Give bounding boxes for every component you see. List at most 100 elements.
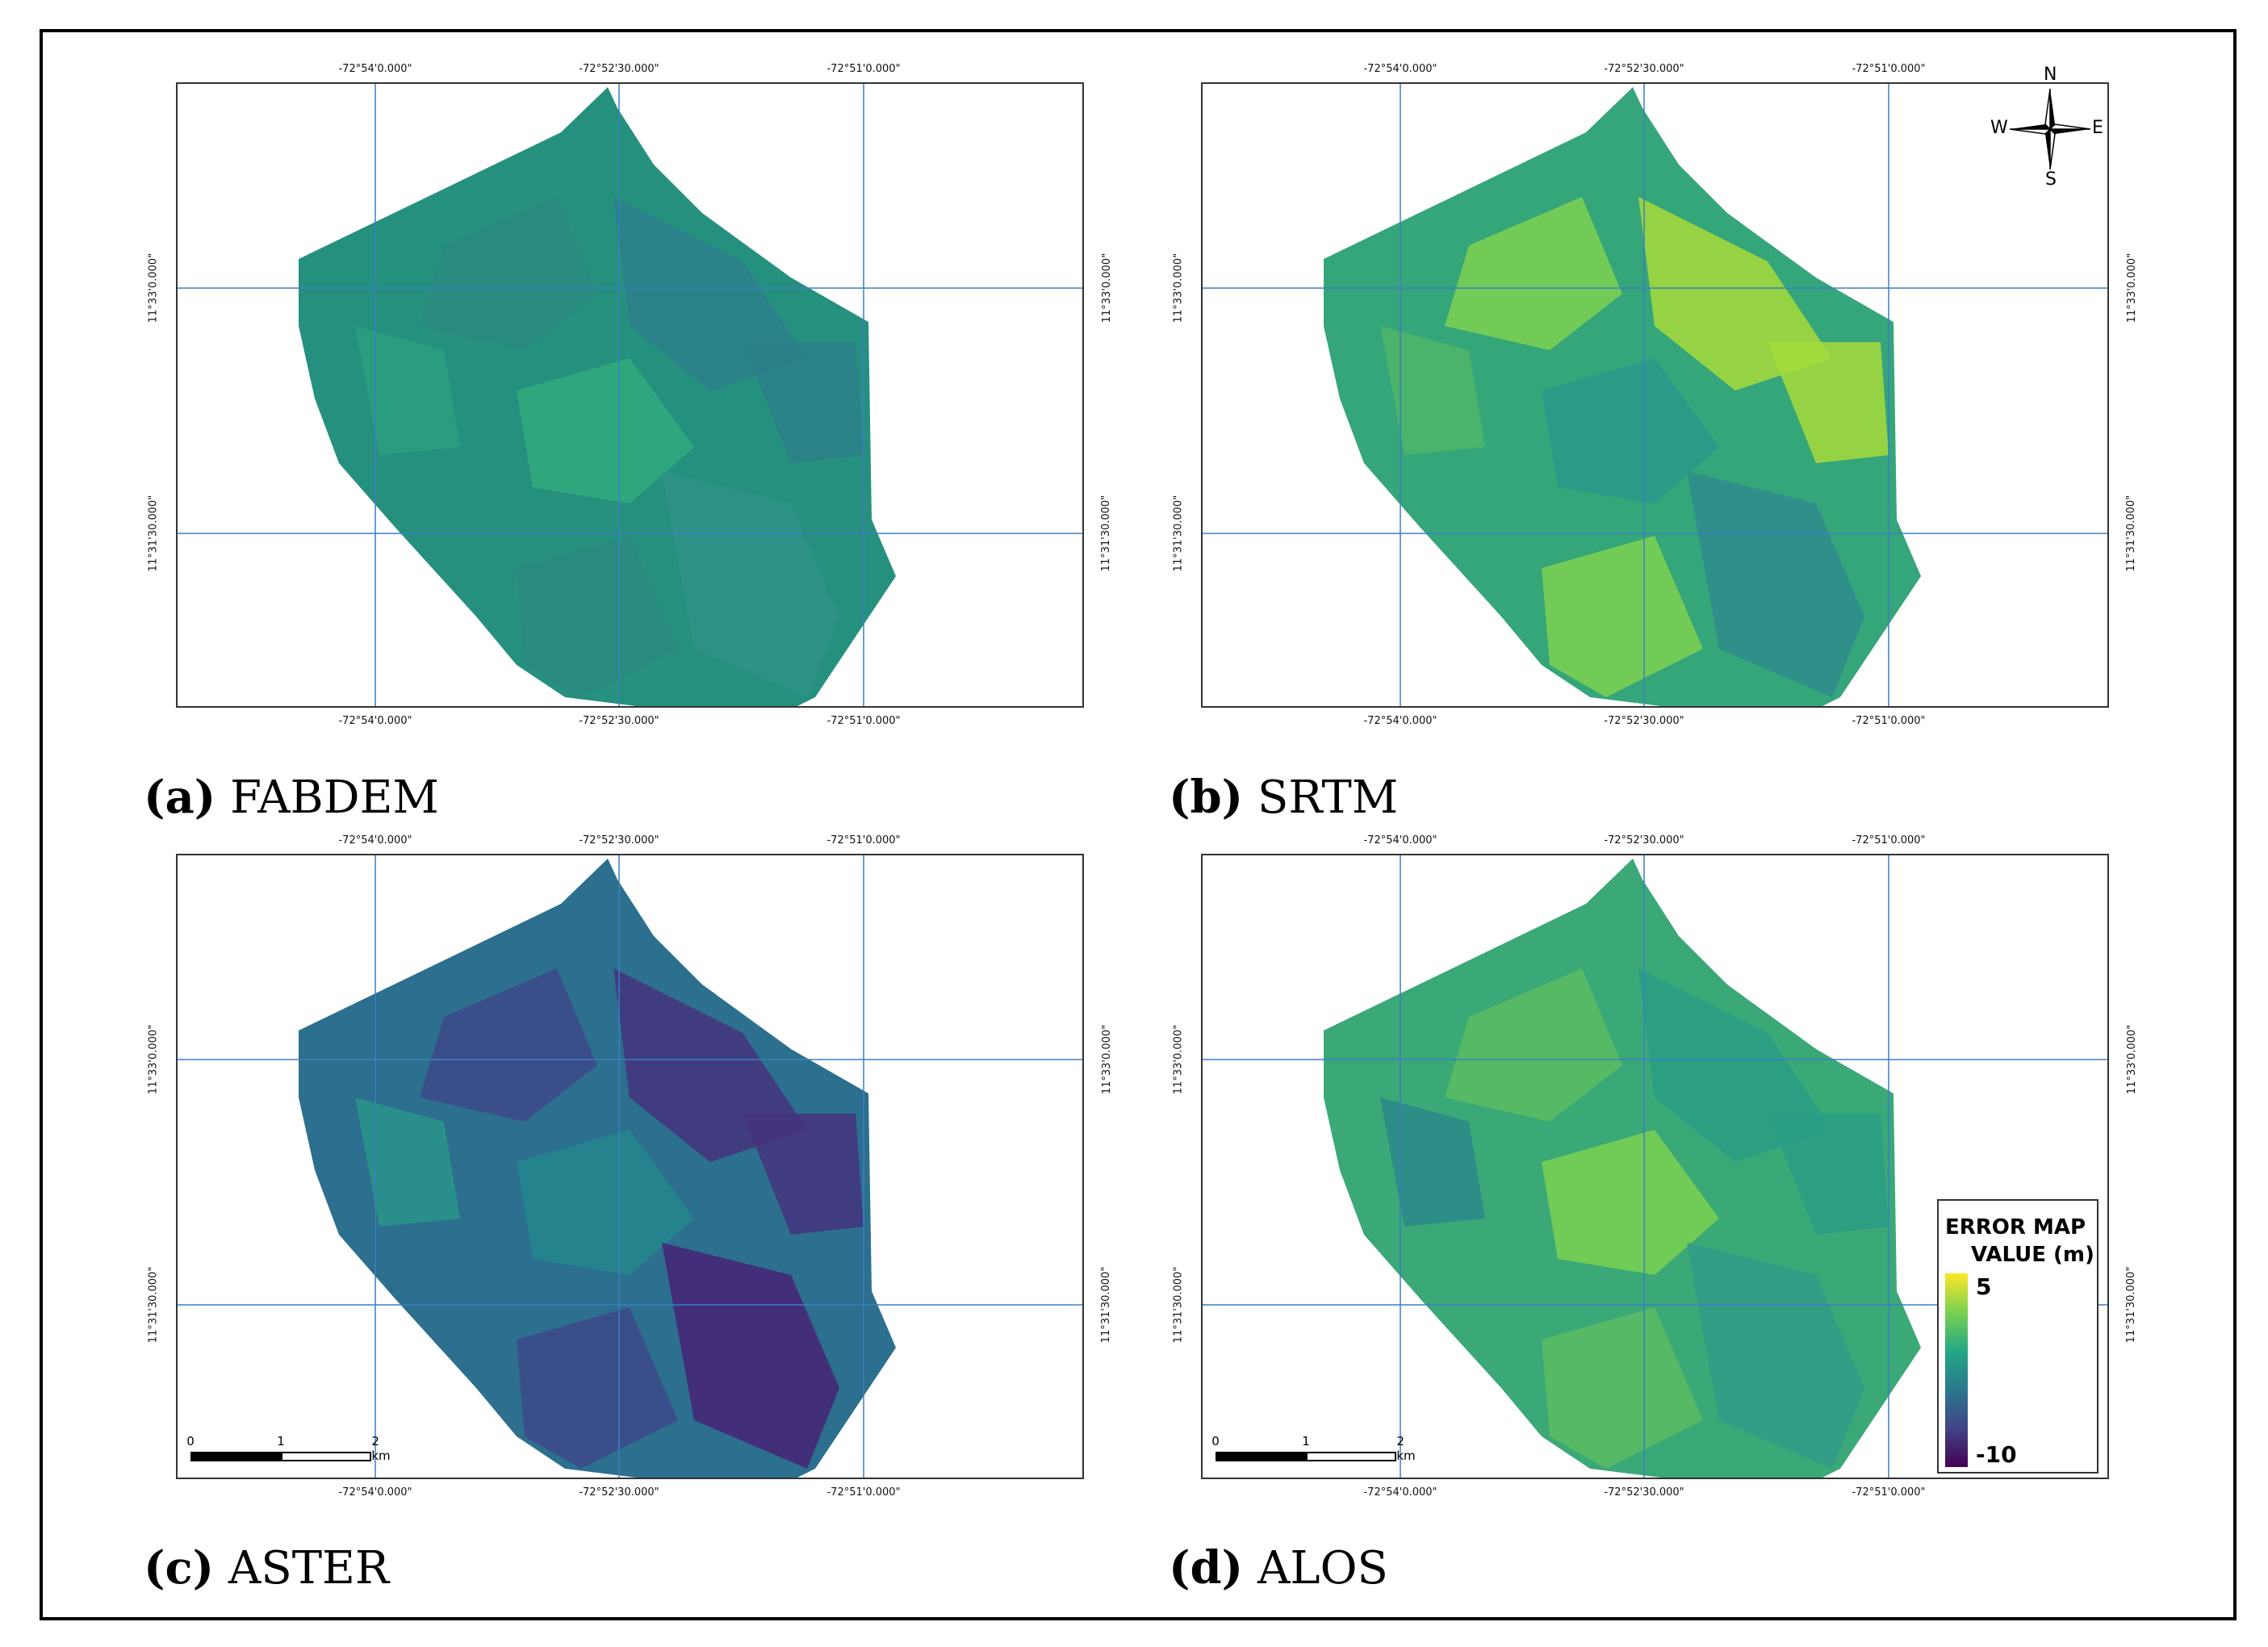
figure-frame: [40, 29, 2237, 1620]
latitude-tick-label: 11°31'30.000": [1172, 1266, 1185, 1344]
longitude-tick-label: -72°52'30.000": [579, 834, 659, 846]
error-patch: [743, 342, 864, 463]
panel-caption-b: (b) SRTM: [1169, 771, 1398, 824]
latitude-tick-label: 11°33'0.000": [2125, 1024, 2138, 1095]
error-patch: [1768, 342, 1889, 463]
longitude-tick-label: -72°52'30.000": [579, 715, 659, 727]
compass-w: W: [1990, 118, 2008, 138]
map-frame: -72°54'0.000" -72°54'0.000" -72°52'30.000"…: [148, 834, 1113, 1499]
latitude-tick-label: 11°31'30.000": [147, 1266, 160, 1344]
latitude-tick-label: 11°33'0.000": [147, 253, 160, 324]
panel-caption-a: (a) FABDEM: [144, 771, 439, 824]
error-patch: [1687, 1243, 1864, 1469]
error-patch: [1445, 968, 1622, 1122]
longitude-tick-label: -72°52'30.000": [1604, 63, 1684, 75]
error-patch: [420, 968, 597, 1122]
longitude-tick-label: -72°54'0.000": [1363, 715, 1437, 727]
longitude-tick-label: -72°51'0.000": [826, 834, 901, 846]
scale-label: 1: [1302, 1434, 1310, 1448]
longitude-tick-label: -72°52'30.000": [579, 63, 659, 75]
latitude-tick-label: 11°33'0.000": [147, 1024, 160, 1095]
error-patch: [1768, 1114, 1889, 1235]
longitude-tick-label: -72°51'0.000": [1852, 63, 1926, 75]
error-patch: [1380, 326, 1485, 455]
scale-bar: 0 1 2 km: [1211, 1434, 1415, 1466]
scale-label: 1: [277, 1434, 285, 1448]
error-patch: [1687, 471, 1864, 697]
legend-min-value: -10: [1976, 1441, 2017, 1468]
panel-caption-c: (c) ASTER: [144, 1541, 389, 1595]
longitude-tick-label: -72°54'0.000": [338, 63, 412, 75]
longitude-tick-label: -72°54'0.000": [1363, 834, 1437, 846]
legend-title-line1: ERROR MAP: [1945, 1215, 2086, 1239]
map-frame: -72°54'0.000" -72°54'0.000" -72°52'30.000"…: [1173, 834, 2138, 1499]
latitude-tick-label: 11°31'30.000": [1100, 495, 1113, 572]
longitude-tick-label: -72°54'0.000": [338, 715, 412, 727]
longitude-tick-label: -72°52'30.000": [1604, 715, 1684, 727]
latitude-tick-label: 11°33'0.000": [1172, 253, 1185, 324]
error-patch: [1542, 1307, 1703, 1469]
latitude-tick-label: 11°33'0.000": [1100, 253, 1113, 324]
scale-label: 2 km: [1396, 1434, 1416, 1463]
longitude-tick-label: -72°51'0.000": [1852, 1486, 1926, 1499]
panel-caption-d: (d) ALOS: [1169, 1541, 1388, 1595]
north-arrow-icon: N S E W: [1990, 65, 2103, 190]
scale-segment: [190, 1452, 281, 1461]
legend-max-value: 5: [1976, 1273, 1992, 1300]
map-frame: -72°54'0.000" -72°54'0.000" -72°52'30.000"…: [148, 63, 1113, 727]
error-patch: [1542, 536, 1703, 697]
scale-label: 0: [186, 1434, 195, 1448]
caption-letter: (a): [144, 771, 216, 824]
legend-title-line2: VALUE (m): [1971, 1243, 2094, 1267]
longitude-tick-label: -72°54'0.000": [338, 834, 412, 846]
longitude-tick-label: -72°51'0.000": [826, 1486, 901, 1499]
caption-dataset-name: FABDEM: [216, 771, 439, 824]
longitude-tick-label: -72°54'0.000": [1363, 63, 1437, 75]
latitude-tick-label: 11°33'0.000": [1100, 1024, 1113, 1095]
scale-label: 2 km: [371, 1434, 391, 1463]
caption-dataset-name: SRTM: [1243, 771, 1399, 824]
error-patch: [743, 1114, 864, 1235]
scale-bar: 0 1 2 km: [186, 1434, 390, 1466]
scale-segment: [281, 1452, 371, 1461]
legend-color-ramp: [1945, 1273, 1968, 1467]
caption-dataset-name: ALOS: [1243, 1542, 1388, 1595]
longitude-tick-label: -72°51'0.000": [826, 63, 901, 75]
longitude-tick-label: -72°54'0.000": [338, 1486, 412, 1499]
error-patch: [1445, 197, 1622, 350]
error-patch: [662, 1243, 839, 1469]
scale-segment: [1306, 1452, 1396, 1461]
scale-label: 0: [1211, 1434, 1220, 1448]
map-frame: -72°54'0.000" -72°54'0.000" -72°52'30.000"…: [1173, 63, 2138, 727]
caption-letter: (d): [1169, 1541, 1244, 1595]
compass-e: E: [2092, 118, 2103, 138]
error-patch: [517, 1307, 678, 1469]
caption-letter: (b): [1169, 771, 1244, 824]
error-patch: [355, 1097, 460, 1227]
compass-s: S: [2045, 169, 2057, 190]
scale-segment: [1216, 1452, 1306, 1461]
latitude-tick-label: 11°31'30.000": [147, 495, 160, 572]
longitude-tick-label: -72°54'0.000": [1363, 1486, 1437, 1499]
error-patch: [1542, 358, 1719, 504]
error-patch: [1380, 1097, 1485, 1227]
error-patch: [420, 197, 597, 350]
error-patch: [355, 326, 460, 455]
caption-letter: (c): [144, 1541, 215, 1595]
longitude-tick-label: -72°51'0.000": [826, 715, 901, 727]
error-map-legend: ERROR MAP VALUE (m) 5 -10: [1937, 1199, 2099, 1474]
longitude-tick-label: -72°51'0.000": [1852, 834, 1926, 846]
longitude-tick-label: -72°51'0.000": [1852, 715, 1926, 727]
error-patch: [1542, 1130, 1719, 1275]
latitude-tick-label: 11°31'30.000": [1100, 1266, 1113, 1344]
error-patch: [662, 471, 839, 697]
longitude-tick-label: -72°52'30.000": [1604, 834, 1684, 846]
compass-n: N: [2044, 65, 2057, 85]
error-patch: [517, 358, 694, 504]
error-patch: [517, 536, 678, 697]
longitude-tick-label: -72°52'30.000": [1604, 1486, 1684, 1499]
caption-dataset-name: ASTER: [214, 1542, 390, 1595]
longitude-tick-label: -72°52'30.000": [579, 1486, 659, 1499]
error-patch: [517, 1130, 694, 1275]
latitude-tick-label: 11°33'0.000": [2125, 253, 2138, 324]
